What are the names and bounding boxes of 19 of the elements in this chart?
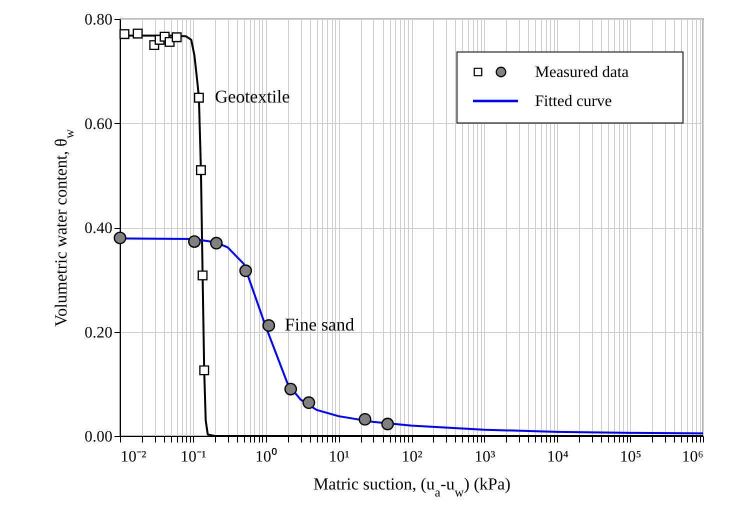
y-tick-label: 0.60	[84, 116, 112, 133]
y-tick-label: 0.20	[84, 324, 112, 342]
legend-label: Fitted curve	[535, 93, 612, 110]
x-tick-label: 10⁻²	[120, 448, 146, 466]
x-tick-label: 10³	[474, 448, 496, 466]
annotation: Fine sand	[284, 314, 354, 334]
x-tick-label: 10⁴	[546, 448, 569, 466]
x-axis-title: Matric suction, (u$_{a}$-u$_{w}$) (kPa)	[313, 474, 511, 500]
annotation: Geotextile	[214, 86, 290, 107]
x-tick-label: 10⁰	[255, 448, 278, 466]
legend-label: Measured data	[535, 64, 629, 81]
y-tick-label: 0.40	[84, 220, 112, 237]
y-tick-label: 0.00	[84, 428, 112, 446]
x-tick-label: 10⁶	[682, 448, 704, 466]
y-tick-label: 0.80	[84, 12, 112, 28]
x-tick-label: 10⁻¹	[180, 448, 206, 466]
x-tick-label: 10²	[402, 448, 423, 466]
x-tick-label: 10⁵	[620, 448, 642, 466]
x-tick-label: 10¹	[328, 448, 350, 466]
